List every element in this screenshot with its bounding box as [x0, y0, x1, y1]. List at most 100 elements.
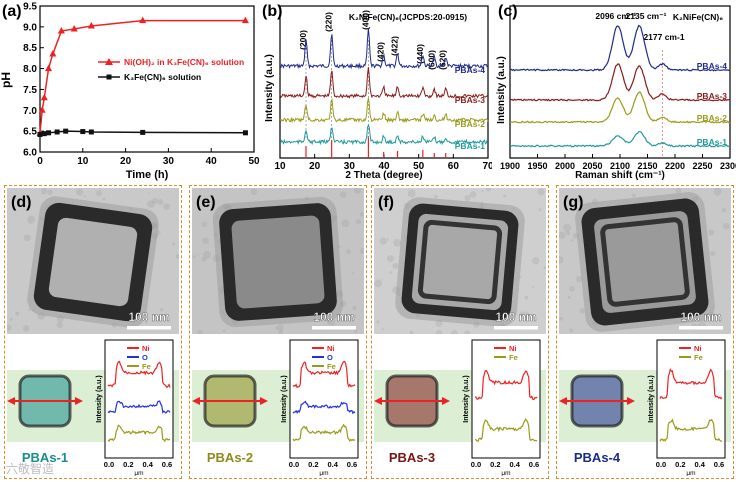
- a-point-square: [242, 130, 248, 136]
- linescan-xtick: 0.0: [656, 460, 666, 469]
- panel-b-label: (b): [262, 3, 282, 20]
- tem-grain: [102, 197, 106, 201]
- linescan-xtick: 0.4: [694, 460, 705, 469]
- a-point-square: [140, 129, 146, 135]
- tem-grain: [485, 188, 492, 192]
- tem-grain: [27, 215, 35, 224]
- tem-grain: [576, 196, 584, 203]
- tem-grain: [202, 237, 209, 244]
- tem-grain: [559, 231, 566, 239]
- elemental-mapping: PBAs-4 Intensity (a.u.) 0.0 0.2 0.4 0.6 μm NiFe: [559, 339, 731, 476]
- elemental-mapping: PBAs-2 Intensity (a.u.) 0.0 0.2 0.4 0.6 μm NiOF…: [192, 339, 364, 476]
- tem-grain: [538, 208, 542, 211]
- linescan-xtick: 0.6: [529, 460, 539, 469]
- linescan-profile-Fe: [107, 424, 171, 443]
- scan-arrow-head: [260, 397, 268, 405]
- tem-grain: [559, 256, 564, 264]
- a-point-square: [80, 129, 86, 135]
- tem-grain: [393, 239, 402, 247]
- tem-nanocube: [212, 196, 344, 328]
- linescan-profile-Fe: [475, 418, 538, 442]
- scan-arrow-head: [442, 397, 450, 405]
- linescan-xtick: 0.2: [123, 460, 133, 469]
- linescan-xtick: 0.0: [104, 460, 114, 469]
- a-point-triangle: [40, 93, 48, 101]
- tem-grain: [353, 188, 362, 194]
- linescan-xlabel: μm: [501, 470, 510, 476]
- a-ytick-label: 7.5: [23, 85, 37, 96]
- tem-grain: [9, 317, 13, 321]
- linescan-profile-Ni: [659, 367, 723, 400]
- c-annotation: 2135 cm⁻¹: [626, 11, 667, 21]
- tem-grain: [378, 197, 382, 201]
- scale-bar: [312, 326, 356, 330]
- tem-panel-label: (f): [378, 194, 394, 211]
- b-series-label: PBAs-1: [455, 141, 486, 151]
- linescan-xtick: 0.0: [289, 460, 299, 469]
- linescan-ylabel: Intensity (a.u.): [463, 375, 470, 422]
- panel-b-xlabel: 2 Theta (degree): [345, 170, 422, 181]
- c-xtick-label: 2300: [720, 161, 736, 171]
- linescan-legend-label: Fe: [142, 362, 151, 371]
- c-xtick-label: 2000: [555, 161, 575, 171]
- c-trace-PBAs-3: [509, 63, 730, 102]
- c-annotation: 2177 cm-1: [643, 32, 684, 42]
- tem-inner-shell: [600, 217, 690, 307]
- scale-bar: [679, 326, 723, 330]
- b-peak-label: (600): [426, 50, 436, 70]
- linescan-profile-Ni: [292, 360, 356, 389]
- tem-grain: [222, 329, 226, 333]
- tem-grain: [530, 315, 535, 320]
- linescan-xlabel: μm: [134, 470, 143, 476]
- tem-grain: [575, 275, 583, 283]
- tem-grain: [22, 325, 30, 332]
- tem-grain: [519, 275, 522, 279]
- tem-core: [48, 217, 138, 307]
- b-peak-label: (422): [390, 36, 400, 56]
- b-series-label: PBAs-2: [455, 119, 486, 129]
- b-xtick-label: 40: [378, 161, 390, 172]
- tem-grain: [407, 189, 416, 198]
- tem-grain: [563, 223, 571, 232]
- a-ytick-label: 6.5: [23, 127, 37, 138]
- tem-grain: [374, 279, 383, 288]
- tem-nanocube: [395, 197, 525, 327]
- tem-grain: [435, 330, 443, 334]
- panel-a-xlabel: Time (h): [126, 169, 169, 181]
- scan-arrow-head: [192, 397, 200, 405]
- tem-nanocube: [575, 192, 715, 332]
- linescan-ylabel: Intensity (a.u.): [281, 375, 288, 422]
- a-ytick-label: 8.0: [23, 64, 37, 75]
- sample-name: PBAs-2: [207, 450, 253, 465]
- tem-grain: [409, 330, 414, 334]
- tem-grain: [537, 188, 545, 196]
- linescan-xtick: 0.4: [142, 460, 153, 469]
- a-ytick-label: 9.5: [23, 2, 37, 13]
- linescan-ylabel: Intensity (a.u.): [648, 375, 655, 422]
- b-peak-label: (440): [415, 44, 425, 64]
- panel-c-label: (c): [498, 3, 518, 20]
- tem-grain: [355, 219, 361, 225]
- tem-grain: [503, 194, 507, 198]
- tem-grain: [708, 229, 715, 236]
- panel-b-ylabel: Intensity (a.u.): [264, 54, 275, 122]
- linescan-legend-label: Ni: [509, 344, 517, 353]
- linescan-frame: [656, 339, 726, 459]
- tem-grain: [147, 200, 155, 208]
- c-xtick-label: 2250: [692, 161, 712, 171]
- linescan-xlabel: μm: [319, 470, 328, 476]
- a-point-square: [41, 131, 47, 137]
- tem-core: [411, 213, 509, 311]
- tem-grain: [722, 222, 730, 230]
- linescan-xtick: 0.0: [471, 460, 481, 469]
- tem-grain: [175, 253, 179, 259]
- tem-grain: [56, 321, 63, 329]
- b-peak-label: (200): [298, 30, 308, 50]
- tem-grain: [450, 330, 458, 334]
- tem-grain: [40, 188, 48, 195]
- scale-bar-label: 100 nm: [495, 310, 536, 324]
- panel-b-frame: [279, 5, 489, 159]
- a-series-line-1: [39, 19, 246, 134]
- linescan-xtick: 0.2: [675, 460, 685, 469]
- tem-grain: [83, 195, 86, 198]
